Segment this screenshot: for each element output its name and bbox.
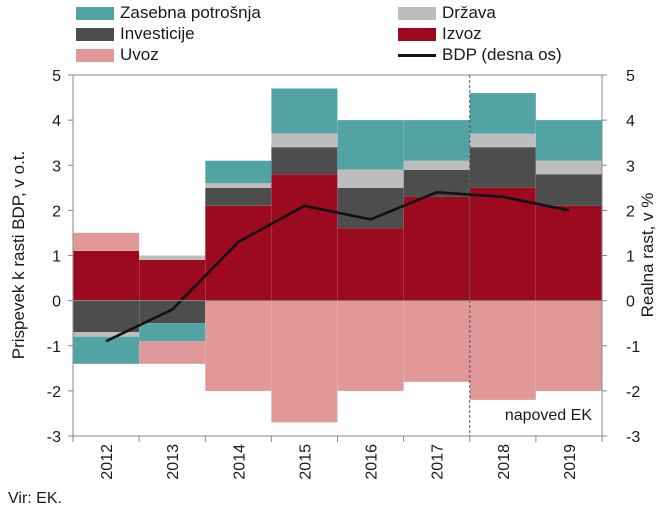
bar-segment xyxy=(469,147,536,188)
bar-segment xyxy=(205,205,272,301)
gdp-line-group xyxy=(105,190,570,343)
x-tick-label: 2018 xyxy=(496,444,513,480)
y-tick-label: 1 xyxy=(52,249,61,266)
x-tick-label: 2013 xyxy=(165,444,182,480)
y2-tick-label: -2 xyxy=(626,384,640,401)
bar-segment xyxy=(271,147,338,175)
y-axis-title-left: Prispevek k rasti BDP, v o.t. xyxy=(9,151,28,359)
bar-segment xyxy=(403,120,470,161)
legend-swatch xyxy=(76,48,114,62)
x-tick-label: 2016 xyxy=(364,444,381,480)
legend-item-izvoz: Izvoz xyxy=(398,24,482,44)
legend-label: Država xyxy=(442,3,496,22)
bar-segment xyxy=(139,260,206,301)
bar-segment xyxy=(271,88,338,134)
bar-segment xyxy=(403,300,470,382)
y-tick-label: 4 xyxy=(52,113,61,130)
legend-item-uvoz: Uvoz xyxy=(76,45,159,65)
bar-segment xyxy=(271,300,338,423)
legend-item-bdp: BDP (desna os) xyxy=(398,45,562,65)
bar-segment xyxy=(403,160,470,170)
bar-segment xyxy=(205,183,272,188)
legend-swatch xyxy=(398,27,436,41)
bar-segment xyxy=(73,251,140,301)
bar-segment xyxy=(337,300,404,391)
bar-segment xyxy=(73,300,140,333)
legend-swatch xyxy=(398,6,436,20)
legend-item-zasebna-potrosnja: Zasebna potrošnja xyxy=(76,3,261,23)
bar-segment xyxy=(205,300,272,391)
bar-segment xyxy=(271,133,338,148)
chart-legend: Zasebna potrošnja Država Investicije Izv… xyxy=(0,0,667,70)
bars-group xyxy=(73,88,602,423)
bar-segment xyxy=(337,228,404,301)
bar-segment xyxy=(73,336,140,364)
x-tick-label: 2017 xyxy=(430,444,447,480)
bar-segment xyxy=(469,187,536,301)
bar-segment xyxy=(73,332,140,337)
bar-segment xyxy=(337,120,404,170)
legend-swatch-line xyxy=(398,53,436,57)
legend-label: Uvoz xyxy=(120,45,159,64)
bar-segment xyxy=(535,300,602,391)
bar-segment xyxy=(535,160,602,175)
bar-segment xyxy=(139,341,206,364)
legend-item-drzava: Država xyxy=(398,3,496,23)
forecast-label: napoved EK xyxy=(505,407,593,424)
y-tick-label: 3 xyxy=(52,158,61,175)
x-tick-label: 2019 xyxy=(562,444,579,480)
bar-segment xyxy=(469,93,536,134)
bar-segment xyxy=(469,300,536,400)
x-tick-label: 2015 xyxy=(297,444,314,480)
legend-item-investicije: Investicije xyxy=(76,24,195,44)
bar-segment xyxy=(205,187,272,206)
bar-segment xyxy=(73,232,140,251)
bar-segment xyxy=(403,196,470,301)
legend-label: Izvoz xyxy=(442,24,482,43)
y2-tick-label: -3 xyxy=(626,429,640,446)
bar-segment xyxy=(535,205,602,301)
y-tick-label: -1 xyxy=(47,339,61,356)
y2-tick-label: 4 xyxy=(626,113,635,130)
y-tick-label: 5 xyxy=(52,68,61,85)
y2-tick-label: 1 xyxy=(626,249,635,266)
axes-group: 5 5 4 4 3 3 2 2 1 1 0 0 -1 -1 -2 -2 -3 -3 2012 2013 2014 2015… xyxy=(47,68,641,480)
legend-swatch xyxy=(76,6,114,20)
legend-label: Investicije xyxy=(120,24,195,43)
y2-tick-label: -1 xyxy=(626,339,640,356)
legend-swatch xyxy=(76,27,114,41)
y-tick-label: -3 xyxy=(47,429,61,446)
bar-segment xyxy=(469,133,536,148)
y2-tick-label: 5 xyxy=(626,68,635,85)
bar-segment xyxy=(139,255,206,260)
x-tick-label: 2014 xyxy=(231,444,248,480)
bar-segment xyxy=(271,174,338,301)
y2-tick-label: 2 xyxy=(626,203,635,220)
gdp-line xyxy=(105,190,570,343)
bar-segment xyxy=(535,120,602,161)
bar-segment xyxy=(337,169,404,188)
y-tick-label: 2 xyxy=(52,203,61,220)
legend-label: Zasebna potrošnja xyxy=(120,3,261,22)
y-tick-label: 0 xyxy=(52,294,61,311)
y2-tick-label: 3 xyxy=(626,158,635,175)
y-tick-label: -2 xyxy=(47,384,61,401)
bar-segment xyxy=(205,160,272,184)
y2-tick-label: 0 xyxy=(626,294,635,311)
legend-label: BDP (desna os) xyxy=(442,45,562,64)
bar-segment xyxy=(139,323,206,342)
y-axis-title-right: Realna rast, v % xyxy=(638,193,657,318)
source-note: Vir: EK. xyxy=(8,490,62,507)
bar-segment xyxy=(535,174,602,206)
x-tick-label: 2012 xyxy=(99,444,116,480)
bar-segment xyxy=(337,187,404,229)
